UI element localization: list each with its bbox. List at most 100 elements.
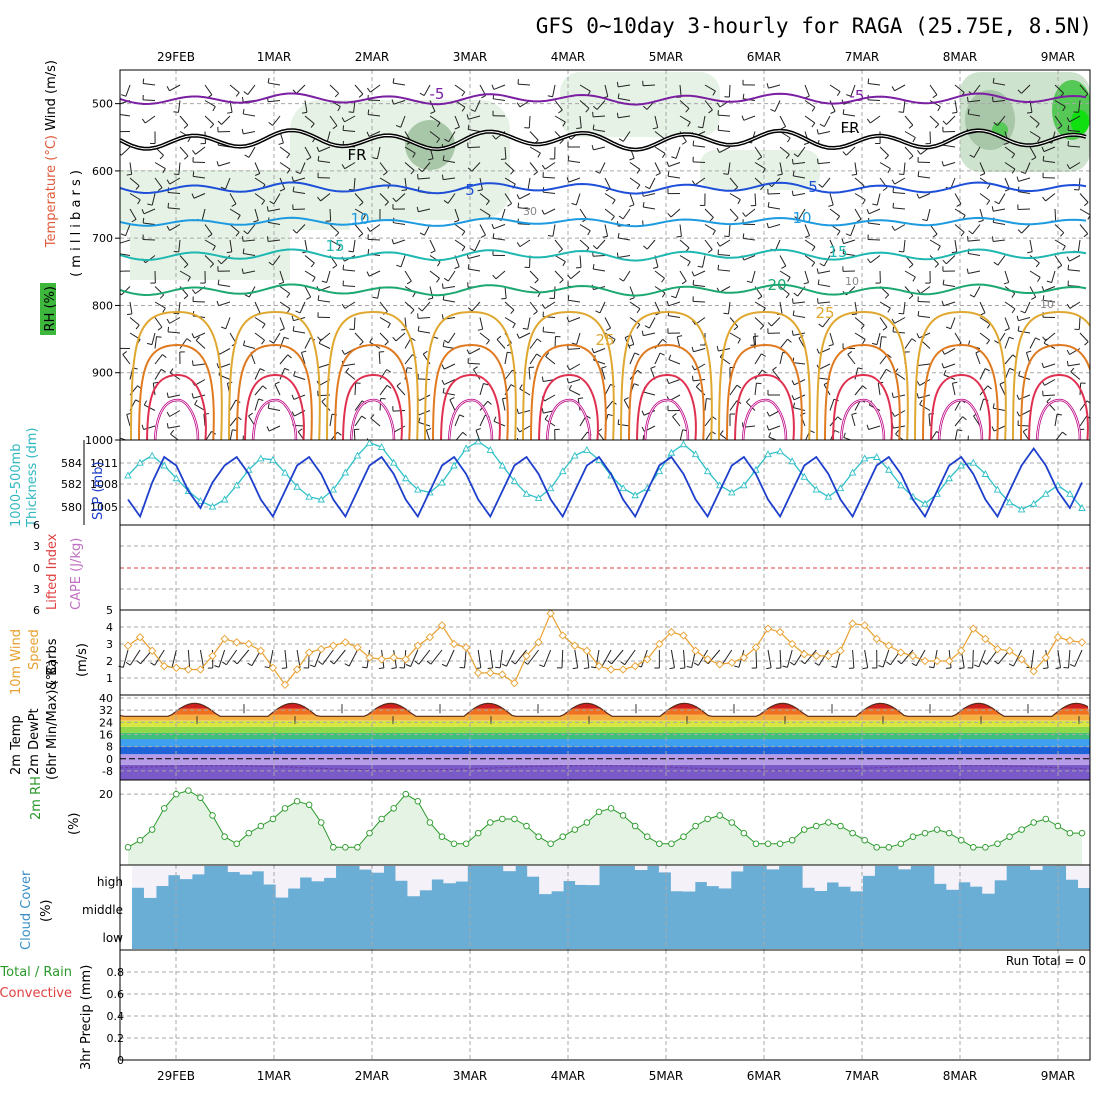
- temp-tick-24: 24: [99, 716, 113, 729]
- wind-speed-point: [135, 633, 145, 642]
- rh-point: [1006, 833, 1013, 840]
- wind-barb: [393, 222, 406, 225]
- wind-barb: [429, 286, 434, 299]
- wind-barb-flag: [418, 417, 421, 423]
- wind-barb: [946, 115, 956, 125]
- warm-isotherm: [628, 343, 705, 440]
- wind-barb-flag: [761, 353, 766, 357]
- wind-barb: [243, 270, 256, 275]
- high-cloud-gap: [311, 866, 325, 882]
- wind-barb-flag: [828, 344, 834, 347]
- wind-barb: [868, 83, 881, 86]
- isotherm-label-0: -5: [430, 85, 445, 103]
- rh-point: [1030, 819, 1037, 826]
- wind-barb: [519, 193, 531, 200]
- wind-barb-flag: [337, 245, 341, 251]
- warm-isotherm: [636, 373, 697, 440]
- wind-barb: [968, 252, 981, 256]
- wind-barb: [296, 224, 306, 234]
- wind-barb-flag: [862, 667, 868, 670]
- wind-barb: [979, 317, 991, 325]
- wind-barb: [629, 162, 641, 170]
- wind-barb: [1042, 394, 1056, 397]
- wind-barb-flag: [916, 393, 919, 399]
- wind-barb: [168, 331, 181, 334]
- wind-barb-flag: [492, 274, 497, 280]
- wind-barb-flag: [916, 193, 920, 199]
- rh-point: [644, 833, 651, 840]
- wind-barb-flag: [942, 259, 947, 265]
- wind-barb: [178, 162, 181, 175]
- high-cloud-gap: [694, 866, 708, 883]
- wind-barb-flag: [709, 217, 714, 222]
- wind-barb: [443, 363, 456, 370]
- wind-barb: [779, 352, 784, 365]
- wind-barb-flag: [418, 168, 423, 173]
- rh-region: [405, 120, 455, 170]
- wind-barb-flag: [886, 368, 891, 373]
- rh-point: [366, 829, 373, 837]
- wind-barb: [793, 193, 806, 197]
- wind-barb: [229, 399, 237, 411]
- wind-barb: [779, 649, 782, 669]
- wind-barb: [254, 162, 261, 174]
- rh-point: [656, 840, 663, 848]
- wind-barb-flag: [911, 338, 917, 342]
- wind-barb: [768, 206, 781, 210]
- thickness-point: [196, 496, 205, 504]
- wind-barb-flag: [891, 225, 896, 231]
- wind-barb-flag: [301, 111, 308, 114]
- warm-isotherm: [620, 310, 713, 440]
- wind-barb: [904, 270, 916, 278]
- wind-barb-flag: [467, 307, 473, 312]
- wind-barb-flag: [811, 246, 816, 252]
- wind-barb-flag: [592, 264, 595, 270]
- wind-barb-flag: [692, 279, 695, 286]
- bottom-date-7: 7MAR: [845, 1069, 880, 1083]
- chart-title: GFS 0~10day 3-hourly for RAGA (25.75E, 8…: [536, 14, 1092, 38]
- wind-barb: [768, 224, 781, 229]
- thickness-point: [257, 454, 265, 462]
- wind-barb-flag: [166, 318, 170, 324]
- wind-barb-flag: [274, 381, 280, 385]
- wind-barb-flag: [768, 432, 772, 438]
- wind-barb-flag: [495, 666, 501, 669]
- wind-barb-flag: [987, 385, 992, 390]
- wind-barb: [1018, 394, 1031, 400]
- wind-barb-flag: [428, 158, 434, 161]
- wind-barb: [120, 146, 131, 156]
- thickness-point: [571, 451, 579, 459]
- wind-barb-flag: [887, 307, 891, 313]
- wind-barb: [682, 649, 686, 668]
- wind-barb-flag: [233, 660, 238, 665]
- lifted-index-label: Lifted Index: [45, 533, 60, 610]
- wind-speed-point: [220, 634, 229, 644]
- high-cloud-gap: [407, 866, 420, 897]
- wind-barb-flag: [672, 413, 677, 418]
- wind-barb: [643, 332, 656, 337]
- wind-barb: [693, 284, 706, 287]
- wind-barb-flag: [952, 381, 958, 384]
- wind-barb: [793, 301, 806, 304]
- wind-barb: [376, 146, 381, 159]
- wind-barb-flag: [843, 432, 846, 438]
- high-cloud-gap: [132, 866, 145, 888]
- rh-point: [148, 826, 156, 833]
- wind-barb: [870, 255, 881, 264]
- wind-barb-flag: [1008, 663, 1014, 667]
- wind-barb: [692, 300, 706, 303]
- wind-barb: [818, 270, 831, 274]
- warm-isotherm-core: [154, 399, 199, 440]
- wind-barb-flag: [1011, 308, 1016, 314]
- wind-barb-flag: [135, 185, 140, 190]
- wind-barb: [950, 317, 956, 329]
- wind-barb: [142, 99, 156, 101]
- isotherm: [120, 129, 1087, 151]
- wind-barb: [693, 270, 706, 277]
- wind-barb: [243, 344, 256, 349]
- wind-speed-point: [848, 619, 857, 628]
- wind-barb-flag: [811, 262, 816, 267]
- wind-barb: [994, 442, 1005, 447]
- wind-barb-flag: [191, 360, 194, 366]
- wind-barb: [623, 270, 631, 282]
